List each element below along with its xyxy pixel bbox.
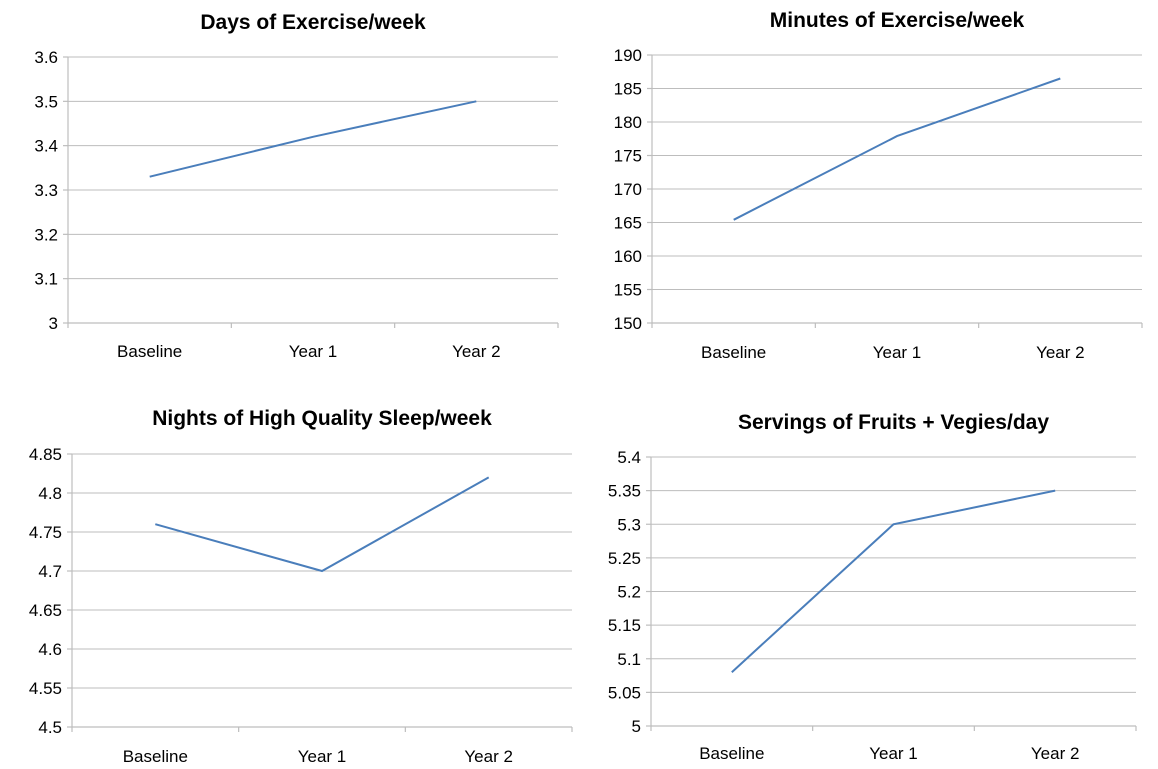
x-tick-label: Baseline bbox=[123, 747, 188, 766]
y-tick-label: 4.85 bbox=[29, 445, 62, 464]
chart-panel-4: Servings of Fruits + Vegies/day55.055.15… bbox=[608, 411, 1137, 763]
series-line bbox=[149, 100, 477, 178]
y-tick-label: 150 bbox=[614, 314, 642, 333]
y-tick-label: 5.15 bbox=[608, 616, 641, 635]
x-tick-label: Year 2 bbox=[1036, 343, 1085, 362]
y-tick-label: 3.6 bbox=[34, 48, 58, 67]
y-tick-label: 3.2 bbox=[34, 225, 58, 244]
y-tick-label: 185 bbox=[614, 80, 642, 99]
x-tick-label: Year 2 bbox=[464, 747, 513, 766]
x-tick-label: Year 2 bbox=[452, 342, 501, 361]
y-tick-label: 3.1 bbox=[34, 270, 58, 289]
y-tick-label: 3 bbox=[49, 314, 58, 333]
x-tick-label: Baseline bbox=[699, 744, 764, 763]
chart-title: Minutes of Exercise/week bbox=[770, 9, 1025, 32]
y-tick-label: 4.5 bbox=[38, 718, 62, 737]
y-tick-label: 5 bbox=[632, 717, 641, 736]
y-tick-label: 160 bbox=[614, 247, 642, 266]
chart-title: Days of Exercise/week bbox=[200, 11, 426, 34]
chart-panel-1: Days of Exercise/week 3 3.1 3.2 3.3 3.4 3.5 3.6… bbox=[34, 11, 559, 361]
y-tick-label: 4.75 bbox=[29, 523, 62, 542]
x-tick-label: Year 1 bbox=[298, 747, 347, 766]
y-tick-label: 4.65 bbox=[29, 601, 62, 620]
y-tick-label: 3.3 bbox=[34, 181, 58, 200]
y-tick-label: 4.55 bbox=[29, 679, 62, 698]
y-tick-label: 5.4 bbox=[617, 448, 641, 467]
y-tick-label: 5.2 bbox=[617, 583, 641, 602]
y-tick-label: 5.35 bbox=[608, 482, 641, 501]
y-tick-label: 180 bbox=[614, 113, 642, 132]
x-tick-label: Year 1 bbox=[289, 342, 338, 361]
y-tick-label: 170 bbox=[614, 180, 642, 199]
y-tick-label: 5.25 bbox=[608, 549, 641, 568]
x-tick-label: Year 1 bbox=[873, 343, 922, 362]
chart-title: Nights of High Quality Sleep/week bbox=[152, 407, 492, 430]
y-tick-label: 4.7 bbox=[38, 562, 62, 581]
y-tick-label: 175 bbox=[614, 147, 642, 166]
series-line bbox=[733, 77, 1061, 221]
chart-panel-2: Minutes of Exercise/week 150 155 160 165 170 1… bbox=[614, 9, 1143, 362]
series-line bbox=[155, 476, 490, 573]
chart-panel-3: Nights of High Quality Sleep/week 4.5 4.55… bbox=[29, 407, 573, 766]
series-line bbox=[731, 489, 1056, 673]
x-tick-label: Baseline bbox=[701, 343, 766, 362]
y-tick-label: 5.3 bbox=[617, 515, 641, 534]
y-tick-label: 5.05 bbox=[608, 683, 641, 702]
y-tick-label: 3.5 bbox=[34, 92, 58, 111]
y-tick-label: 4.6 bbox=[38, 640, 62, 659]
x-tick-label: Year 2 bbox=[1031, 744, 1080, 763]
y-tick-label: 190 bbox=[614, 46, 642, 65]
y-tick-label: 5.1 bbox=[617, 650, 641, 669]
y-tick-label: 4.8 bbox=[38, 484, 62, 503]
chart-title: Servings of Fruits + Vegies/day bbox=[738, 411, 1049, 434]
x-tick-label: Year 1 bbox=[869, 744, 918, 763]
y-tick-label: 3.4 bbox=[34, 137, 58, 156]
y-tick-label: 155 bbox=[614, 281, 642, 300]
x-tick-label: Baseline bbox=[117, 342, 182, 361]
y-tick-label: 165 bbox=[614, 214, 642, 233]
